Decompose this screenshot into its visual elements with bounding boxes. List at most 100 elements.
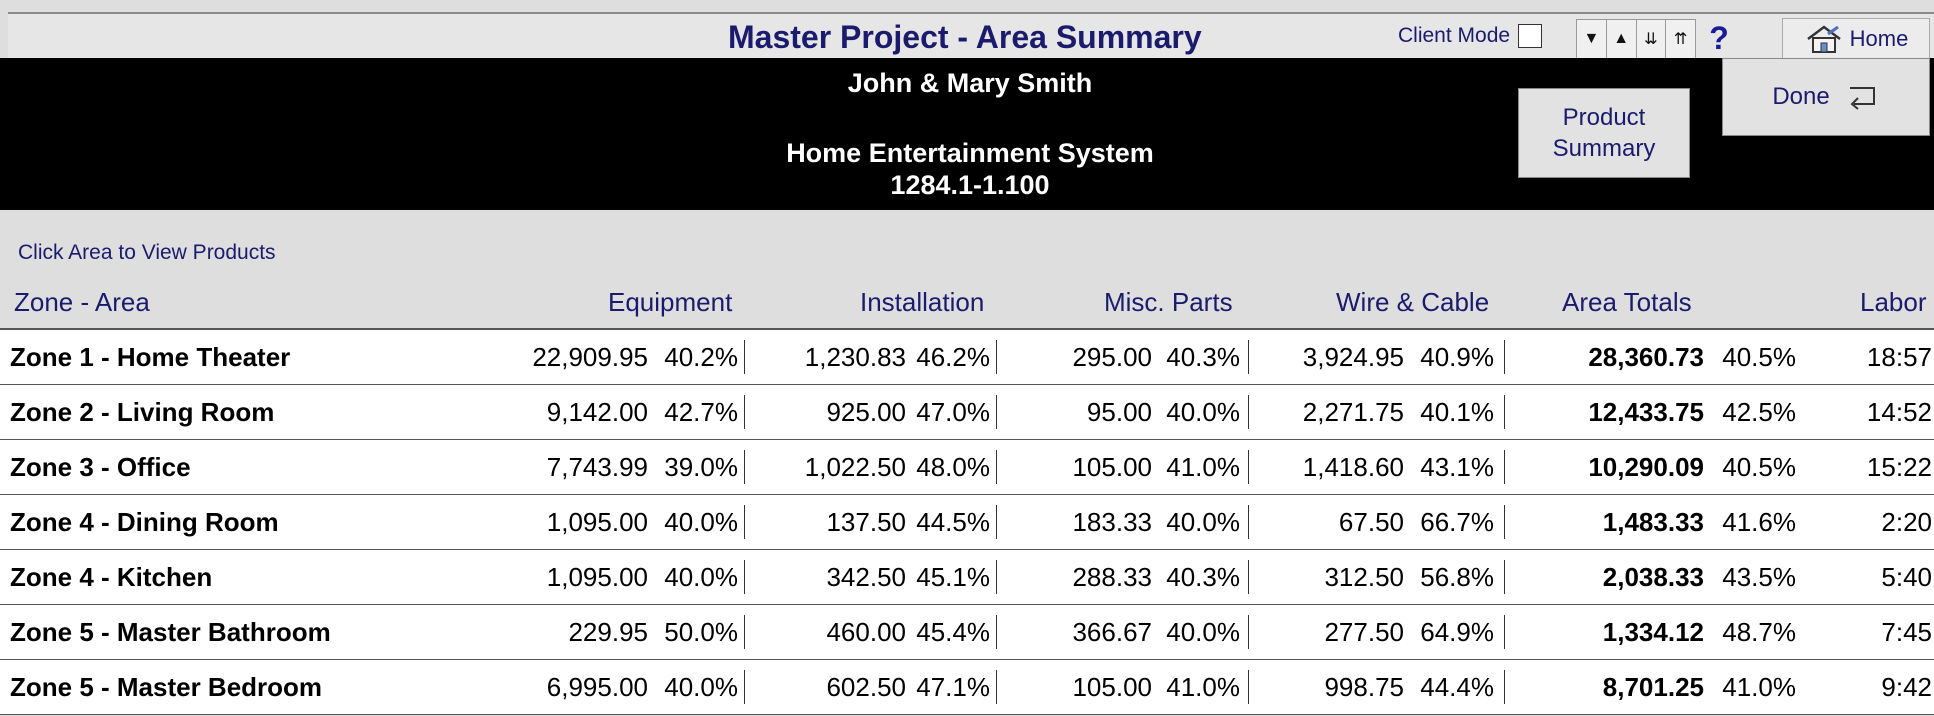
first-record-button[interactable]: ⇈ bbox=[1673, 31, 1688, 48]
cell-labor: 7:45 bbox=[1881, 617, 1932, 647]
column-header-wire-cable: Wire & Cable bbox=[1336, 287, 1490, 317]
cell-equip: 1,095.00 bbox=[546, 562, 648, 592]
cell-total-pct: 41.0% bbox=[1722, 672, 1796, 702]
column-header-labor: Labor bbox=[1860, 287, 1927, 317]
done-label: Done bbox=[1772, 83, 1830, 110]
record-navigation: ▼ ▲ ⇊ ⇈ bbox=[1576, 19, 1696, 59]
previous-record-button[interactable]: ▲ bbox=[1607, 20, 1637, 58]
product-summary-label: Product Summary bbox=[1552, 104, 1656, 162]
cell-wire: 3,924.95 bbox=[1302, 342, 1404, 372]
cell-equip-pct: 40.0% bbox=[664, 562, 738, 592]
table-row[interactable]: Zone 3 - Office 7,743.99 39.0% 1,022.50 48.0… bbox=[0, 440, 1934, 495]
cell-inst: 460.00 bbox=[826, 617, 906, 647]
table-row[interactable]: Zone 4 - Kitchen 1,095.00 40.0% 342.50 45.1%… bbox=[0, 550, 1934, 605]
cell-inst-pct: 45.1% bbox=[916, 562, 990, 592]
column-divider bbox=[744, 395, 745, 429]
cell-wire-pct: 40.9% bbox=[1420, 342, 1494, 372]
next-record-button[interactable]: ▼ bbox=[1577, 20, 1607, 58]
cell-labor: 14:52 bbox=[1866, 397, 1932, 427]
cell-wire: 67.50 bbox=[1338, 507, 1404, 537]
client-mode-label: Client Mode bbox=[1398, 24, 1511, 47]
cell-wire: 312.50 bbox=[1324, 562, 1404, 592]
area-name[interactable]: Zone 5 - Master Bedroom bbox=[10, 672, 323, 702]
cell-equip-pct: 42.7% bbox=[664, 397, 738, 427]
cell-wire-pct: 44.4% bbox=[1420, 672, 1494, 702]
home-button[interactable]: Home bbox=[1782, 18, 1930, 60]
cell-total: 1,483.33 bbox=[1602, 507, 1704, 537]
cell-equip: 6,995.00 bbox=[546, 672, 648, 702]
cell-wire: 2,271.75 bbox=[1302, 397, 1404, 427]
area-name[interactable]: Zone 1 - Home Theater bbox=[10, 342, 291, 372]
cell-inst-pct: 48.0% bbox=[916, 452, 990, 482]
cell-total-pct: 40.5% bbox=[1722, 342, 1796, 372]
column-header-installation: Installation bbox=[860, 287, 985, 317]
cell-total-pct: 41.6% bbox=[1722, 507, 1796, 537]
area-name[interactable]: Zone 2 - Living Room bbox=[10, 397, 275, 427]
column-header-area-totals: Area Totals bbox=[1562, 287, 1692, 317]
client-mode-checkbox[interactable] bbox=[1518, 24, 1543, 48]
cell-misc: 366.67 bbox=[1072, 617, 1152, 647]
column-divider bbox=[1504, 560, 1505, 594]
table-header: Zone - Area Equipment Installation Misc.… bbox=[0, 287, 1934, 327]
column-header-area: Zone - Area bbox=[14, 287, 150, 317]
column-divider bbox=[744, 505, 745, 539]
table-row[interactable]: Zone 5 - Master Bathroom 229.95 50.0% 460.0… bbox=[0, 605, 1934, 660]
area-name[interactable]: Zone 4 - Kitchen bbox=[10, 562, 213, 592]
cell-wire-pct: 64.9% bbox=[1420, 617, 1494, 647]
cell-misc: 183.33 bbox=[1072, 507, 1152, 537]
cell-wire: 277.50 bbox=[1324, 617, 1404, 647]
title-bar: Master Project - Area Summary Client Mod… bbox=[8, 12, 1934, 60]
cell-total-pct: 40.5% bbox=[1722, 452, 1796, 482]
column-divider bbox=[996, 615, 997, 649]
cell-wire-pct: 43.1% bbox=[1420, 452, 1494, 482]
product-summary-button[interactable]: Product Summary bbox=[1518, 88, 1690, 178]
column-divider bbox=[744, 615, 745, 649]
cell-wire: 998.75 bbox=[1324, 672, 1404, 702]
column-divider bbox=[1504, 340, 1505, 374]
column-divider bbox=[1248, 340, 1249, 374]
done-button[interactable]: Done bbox=[1722, 58, 1930, 136]
table-row[interactable]: Zone 2 - Living Room 9,142.00 42.7% 925.00 4… bbox=[0, 385, 1934, 440]
cell-inst-pct: 44.5% bbox=[916, 507, 990, 537]
area-name[interactable]: Zone 5 - Master Bathroom bbox=[10, 617, 331, 647]
client-mode-toggle[interactable]: Client Mode bbox=[1398, 24, 1543, 48]
return-arrow-icon bbox=[1849, 87, 1875, 110]
cell-inst-pct: 47.0% bbox=[916, 397, 990, 427]
cell-misc-pct: 40.0% bbox=[1166, 397, 1240, 427]
cell-equip: 7,743.99 bbox=[546, 452, 648, 482]
instruction-text: Click Area to View Products bbox=[18, 241, 276, 264]
cell-wire: 1,418.60 bbox=[1302, 452, 1404, 482]
column-divider bbox=[1248, 670, 1249, 704]
last-record-button[interactable]: ⇊ bbox=[1637, 20, 1667, 58]
help-button[interactable]: ? bbox=[1709, 20, 1729, 56]
column-divider bbox=[996, 450, 997, 484]
column-divider bbox=[1504, 505, 1505, 539]
cell-total: 28,360.73 bbox=[1588, 342, 1704, 372]
column-divider bbox=[1248, 560, 1249, 594]
cell-inst-pct: 46.2% bbox=[916, 342, 990, 372]
cell-equip: 1,095.00 bbox=[546, 507, 648, 537]
cell-equip-pct: 39.0% bbox=[664, 452, 738, 482]
area-name[interactable]: Zone 4 - Dining Room bbox=[10, 507, 279, 537]
area-name[interactable]: Zone 3 - Office bbox=[10, 452, 191, 482]
table-row[interactable]: Zone 1 - Home Theater 22,909.95 40.2% 1,230… bbox=[0, 330, 1934, 385]
customer-name: John & Mary Smith bbox=[847, 68, 1093, 98]
column-divider bbox=[744, 670, 745, 704]
column-header-equipment: Equipment bbox=[608, 287, 733, 317]
cell-misc: 295.00 bbox=[1072, 342, 1152, 372]
column-divider bbox=[744, 560, 745, 594]
cell-total: 12,433.75 bbox=[1588, 397, 1704, 427]
table-row[interactable]: Zone 4 - Dining Room 1,095.00 40.0% 137.50 4… bbox=[0, 495, 1934, 550]
table-row[interactable]: Zone 5 - Master Bedroom 6,995.00 40.0% 602.… bbox=[0, 660, 1934, 715]
cell-misc-pct: 40.3% bbox=[1166, 562, 1240, 592]
cell-misc: 105.00 bbox=[1072, 452, 1152, 482]
column-divider bbox=[1248, 395, 1249, 429]
column-divider bbox=[1248, 505, 1249, 539]
cell-total: 8,701.25 bbox=[1602, 672, 1704, 702]
page-title: Master Project - Area Summary bbox=[728, 19, 1202, 55]
cell-equip-pct: 40.0% bbox=[664, 672, 738, 702]
cell-labor: 2:20 bbox=[1881, 507, 1932, 537]
column-divider bbox=[996, 670, 997, 704]
cell-equip: 22,909.95 bbox=[532, 342, 648, 372]
cell-misc: 288.33 bbox=[1072, 562, 1152, 592]
